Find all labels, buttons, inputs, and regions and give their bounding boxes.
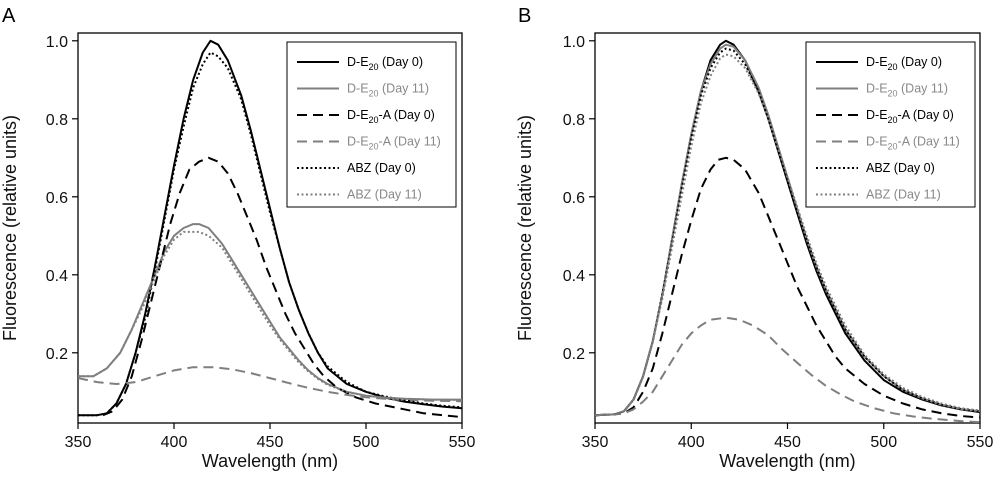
legend-label-main: D-E (866, 135, 888, 149)
chart-b-x-tick-label: 400 (678, 434, 705, 451)
chart-a-series-line-1 (78, 39, 462, 417)
legend-label-rest: (Day 11) (898, 82, 948, 96)
legend-label-rest: (Day 11) (379, 82, 429, 96)
chart-b-series-line-4 (595, 316, 980, 423)
chart-a-y-axis-title: Fluorescence (relative units) (0, 115, 20, 341)
legend-label-main: ABZ (Day 0) (866, 161, 935, 175)
chart-a-series-line-4 (78, 366, 462, 403)
chart-b-legend-label: ABZ (Day 0) (866, 161, 935, 175)
chart-a-y-tick-label: 0.8 (46, 112, 68, 129)
chart-a-series-line-3 (102, 156, 462, 419)
chart-a-y-tick-label: 0.2 (46, 346, 68, 363)
legend-label-main: D-E (347, 82, 369, 96)
chart-a-legend-box (286, 41, 457, 208)
chart-b-curves (595, 39, 980, 423)
chart-a-legend: D-E20 (Day 0)D-E20 (Day 11)D-E20-A (Day … (286, 41, 457, 208)
chart-b-x-tick-label: 350 (582, 434, 609, 451)
legend-label-subscript: 20 (888, 89, 898, 99)
chart-a-series-line-6 (78, 230, 462, 401)
legend-label-main: D-E (866, 108, 888, 122)
legend-label-main: D-E (866, 55, 888, 69)
chart-b-legend-label: D-E20 (Day 11) (866, 82, 948, 99)
legend-label-subscript: 20 (888, 115, 898, 125)
chart-b-y-tick-label: 0.8 (563, 112, 585, 129)
chart-b-x-axis-title: Wavelength (nm) (719, 451, 855, 471)
legend-label-rest: -A (Day 11) (379, 135, 441, 149)
legend-label-subscript: 20 (888, 62, 898, 72)
chart-a-panel-label: A (2, 5, 16, 27)
chart-b-legend: D-E20 (Day 0)D-E20 (Day 11)D-E20-A (Day … (805, 41, 976, 208)
chart-b-y-tick-label: 0.2 (563, 346, 585, 363)
legend-label-subscript: 20 (369, 62, 379, 72)
legend-label-main: D-E (347, 135, 369, 149)
chart-a-y-tick-label: 0.4 (46, 268, 68, 285)
chart-b-x-tick-label: 500 (870, 434, 897, 451)
chart-a-y-tick-label: 1.0 (46, 34, 68, 51)
legend-label-main: ABZ (Day 0) (347, 161, 416, 175)
chart-a-legend-label: D-E20-A (Day 0) (347, 108, 435, 125)
chart-a-x-tick-label: 350 (65, 434, 92, 451)
chart-a-legend-label: D-E20 (Day 0) (347, 55, 423, 72)
chart-b-series-line-3 (595, 156, 980, 419)
legend-label-main: ABZ (Day 11) (866, 188, 941, 202)
chart-b-panel-label: B (518, 5, 531, 27)
chart-a-curves (78, 39, 462, 419)
legend-label-subscript: 20 (369, 115, 379, 125)
chart-a-x-tick-label: 450 (257, 434, 284, 451)
chart-b-y-tick-label: 0.4 (563, 268, 585, 285)
chart-a-legend-label: ABZ (Day 11) (347, 188, 422, 202)
legend-label-subscript: 20 (369, 142, 379, 152)
chart-b-legend-label: D-E20-A (Day 11) (866, 135, 960, 152)
legend-label-rest: (Day 0) (379, 55, 423, 69)
chart-a: A 350 400 450 500 550 0.2 0.4 0.6 0.8 1.0 Wavelengt… (0, 5, 475, 471)
legend-label-main: D-E (866, 82, 888, 96)
legend-label-subscript: 20 (369, 89, 379, 99)
legend-label-main: D-E (347, 55, 369, 69)
chart-b-x-tick-label: 450 (774, 434, 801, 451)
chart-a-series-line-2 (78, 223, 462, 401)
chart-b-legend-label: D-E20 (Day 0) (866, 55, 942, 72)
chart-a-legend-label: D-E20-A (Day 11) (347, 135, 441, 152)
chart-a-x-tick-label: 500 (353, 434, 380, 451)
chart-a-legend-label: D-E20 (Day 11) (347, 82, 429, 99)
legend-label-rest: -A (Day 0) (379, 108, 435, 122)
chart-a-x-tick-label: 400 (161, 434, 188, 451)
legend-label-rest: (Day 0) (898, 55, 942, 69)
legend-label-main: ABZ (Day 11) (347, 188, 422, 202)
legend-label-rest: -A (Day 11) (898, 135, 960, 149)
chart-b-legend-label: D-E20-A (Day 0) (866, 108, 954, 125)
legend-label-subscript: 20 (888, 142, 898, 152)
chart-a-series-line-5 (78, 51, 462, 417)
chart-b-legend-label: ABZ (Day 11) (866, 188, 941, 202)
legend-label-rest: -A (Day 0) (898, 108, 954, 122)
chart-b-y-tick-label: 0.6 (563, 190, 585, 207)
chart-b-y-tick-label: 1.0 (563, 34, 585, 51)
legend-label-main: D-E (347, 108, 369, 122)
chart-b-y-axis-title: Fluorescence (relative units) (515, 115, 535, 341)
chart-a-y-tick-label: 0.6 (46, 190, 68, 207)
chart-b-x-tick-label: 550 (967, 434, 994, 451)
chart-b: B 350 400 450 500 550 0.2 0.4 0.6 0.8 1.0 Wavelengt… (515, 5, 993, 471)
chart-a-x-axis-title: Wavelength (nm) (202, 451, 338, 471)
chart-a-x-tick-label: 550 (449, 434, 476, 451)
chart-b-legend-box (805, 41, 976, 208)
chart-a-legend-label: ABZ (Day 0) (347, 161, 416, 175)
